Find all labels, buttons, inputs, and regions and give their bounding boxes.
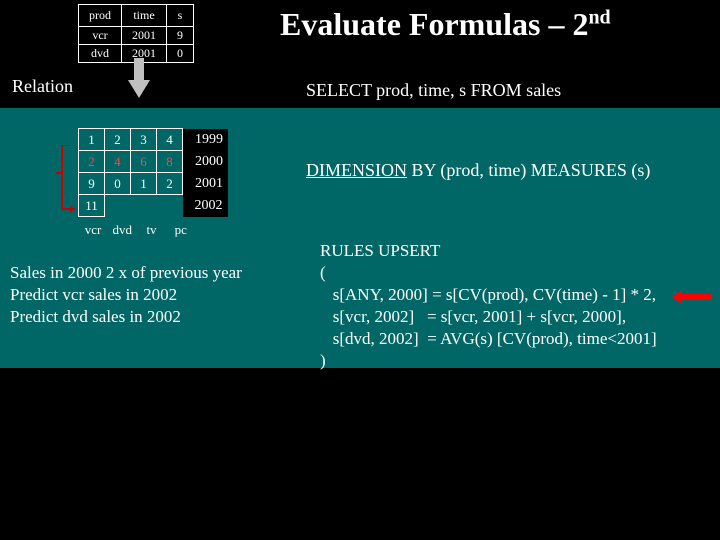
- data-grid: 1 2 3 4 1999 2 4 6 8 2000 9 0 1 2 2001 1…: [78, 128, 228, 217]
- title-text: Evaluate Formulas – 2: [280, 6, 588, 42]
- grid-row-highlight: 2 4 6 8 2000: [79, 151, 228, 173]
- dimension-statement: DIMENSION BY (prod, time) MEASURES (s): [306, 160, 650, 181]
- col-s: s: [167, 5, 194, 27]
- select-statement: SELECT prod, time, s FROM sales: [306, 80, 561, 101]
- sales-description: Sales in 2000 2 x of previous year Predi…: [10, 262, 242, 328]
- grid-col-labels: vcr dvd tv pc: [80, 222, 194, 238]
- relation-label: Relation: [12, 76, 73, 97]
- arrow-left-icon: [672, 290, 712, 304]
- grid-row: 9 0 1 2 2001: [79, 173, 228, 195]
- col-prod: prod: [79, 5, 122, 27]
- bracket-icon: [56, 145, 76, 221]
- table-header-row: prod time s: [79, 5, 194, 27]
- col-time: time: [122, 5, 167, 27]
- title-sup: nd: [588, 6, 610, 28]
- rules-block: RULES UPSERT ( s[ANY, 2000] = s[CV(prod)…: [320, 240, 657, 373]
- grid-row: 1 2 3 4 1999: [79, 129, 228, 151]
- page-title: Evaluate Formulas – 2nd: [280, 6, 611, 43]
- dimension-underlined: DIMENSION: [306, 160, 407, 180]
- grid-row: 11 2002: [79, 195, 228, 217]
- dimension-rest: BY (prod, time) MEASURES (s): [407, 160, 650, 180]
- source-table: prod time s vcr 2001 9 dvd 2001 0: [78, 4, 194, 63]
- table-row: vcr 2001 9: [79, 27, 194, 45]
- arrow-down-icon: [128, 58, 150, 98]
